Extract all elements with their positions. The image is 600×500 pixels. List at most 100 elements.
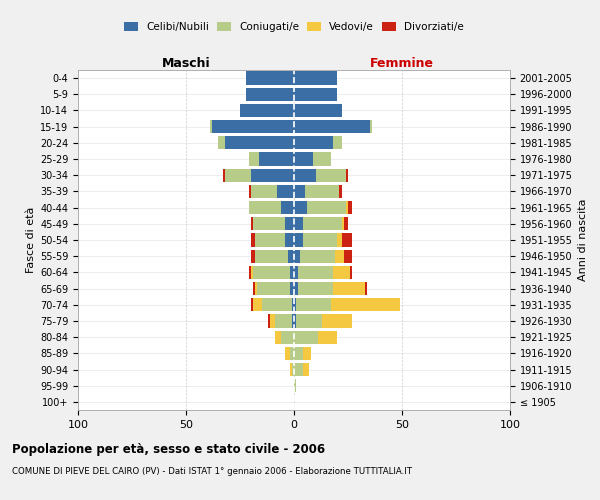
Bar <box>225 168 251 182</box>
Bar <box>251 168 294 182</box>
Bar <box>294 250 301 263</box>
Text: Femmine: Femmine <box>370 57 434 70</box>
Bar <box>294 379 296 392</box>
Bar <box>316 168 346 182</box>
Bar <box>290 346 294 360</box>
Bar <box>251 185 277 198</box>
Bar <box>240 104 294 117</box>
Bar <box>212 120 294 134</box>
Text: COMUNE DI PIEVE DEL CAIRO (PV) - Dati ISTAT 1° gennaio 2006 - Elaborazione TUTTI: COMUNE DI PIEVE DEL CAIRO (PV) - Dati IS… <box>12 468 412 476</box>
Bar <box>348 201 352 214</box>
Bar <box>290 282 294 295</box>
Bar <box>301 250 335 263</box>
Bar <box>346 168 348 182</box>
Bar <box>294 185 305 198</box>
Bar <box>294 136 333 149</box>
Bar <box>292 298 294 312</box>
Bar <box>251 250 255 263</box>
Bar <box>350 266 352 279</box>
Bar <box>333 266 350 279</box>
Bar <box>333 136 341 149</box>
Bar <box>335 250 344 263</box>
Bar <box>251 298 253 312</box>
Bar <box>294 72 337 85</box>
Bar <box>294 346 302 360</box>
Bar <box>225 136 294 149</box>
Bar <box>318 330 337 344</box>
Bar <box>262 298 292 312</box>
Bar <box>365 282 367 295</box>
Bar <box>294 363 302 376</box>
Bar <box>294 201 307 214</box>
Bar <box>286 234 294 246</box>
Bar <box>255 282 257 295</box>
Bar <box>294 168 316 182</box>
Bar <box>248 185 251 198</box>
Bar <box>248 266 251 279</box>
Bar <box>337 234 341 246</box>
Bar <box>294 266 298 279</box>
Bar <box>341 234 352 246</box>
Bar <box>253 298 262 312</box>
Bar <box>253 266 290 279</box>
Bar <box>292 363 294 376</box>
Bar <box>296 314 322 328</box>
Bar <box>247 88 294 101</box>
Bar <box>294 314 296 328</box>
Bar <box>275 330 281 344</box>
Text: Popolazione per età, sesso e stato civile - 2006: Popolazione per età, sesso e stato civil… <box>12 442 325 456</box>
Bar <box>294 152 313 166</box>
Bar <box>302 363 309 376</box>
Bar <box>287 250 294 263</box>
Bar <box>248 152 259 166</box>
Bar <box>275 314 292 328</box>
Bar <box>210 120 212 134</box>
Bar <box>302 217 341 230</box>
Bar <box>281 201 294 214</box>
Bar <box>294 330 318 344</box>
Bar <box>302 234 337 246</box>
Bar <box>294 217 302 230</box>
Bar <box>340 185 341 198</box>
Bar <box>322 314 352 328</box>
Bar <box>277 185 294 198</box>
Bar <box>333 282 365 295</box>
Bar <box>341 217 344 230</box>
Legend: Celibi/Nubili, Coniugati/e, Vedovi/e, Divorziati/e: Celibi/Nubili, Coniugati/e, Vedovi/e, Di… <box>120 18 468 36</box>
Bar <box>290 363 292 376</box>
Bar <box>344 217 348 230</box>
Bar <box>307 201 346 214</box>
Bar <box>296 298 331 312</box>
Bar <box>344 250 352 263</box>
Bar <box>298 282 333 295</box>
Bar <box>251 217 253 230</box>
Bar <box>255 234 286 246</box>
Bar <box>294 88 337 101</box>
Bar <box>286 217 294 230</box>
Bar <box>218 136 225 149</box>
Y-axis label: Anni di nascita: Anni di nascita <box>578 198 588 281</box>
Bar <box>294 298 296 312</box>
Bar <box>292 314 294 328</box>
Bar <box>259 152 294 166</box>
Bar <box>253 282 255 295</box>
Bar <box>255 250 287 263</box>
Bar <box>294 120 370 134</box>
Bar <box>268 314 270 328</box>
Bar <box>253 217 286 230</box>
Bar <box>331 298 400 312</box>
Bar <box>294 234 302 246</box>
Bar <box>251 234 255 246</box>
Bar <box>294 282 298 295</box>
Bar <box>270 314 275 328</box>
Bar <box>286 346 290 360</box>
Bar <box>370 120 372 134</box>
Text: Maschi: Maschi <box>161 57 211 70</box>
Bar <box>313 152 331 166</box>
Bar <box>247 72 294 85</box>
Bar <box>223 168 225 182</box>
Bar <box>281 330 294 344</box>
Bar <box>294 104 341 117</box>
Bar <box>302 346 311 360</box>
Bar <box>346 201 348 214</box>
